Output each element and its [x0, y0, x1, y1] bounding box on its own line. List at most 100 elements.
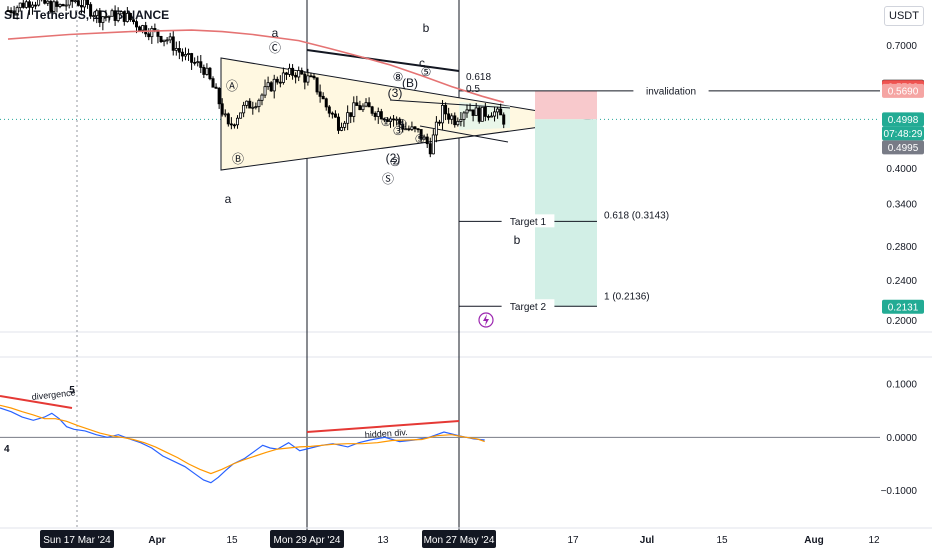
candle-down	[226, 113, 230, 125]
candle-up	[489, 115, 493, 118]
candle-down	[398, 118, 402, 125]
candle-up	[441, 104, 445, 124]
candle-down	[177, 48, 181, 53]
candle-up	[288, 67, 292, 75]
date-tick-label: 15	[716, 535, 728, 546]
candle-down	[373, 112, 377, 117]
candle-down	[180, 51, 184, 57]
candle-up	[64, 4, 68, 7]
currency-button[interactable]: USDT	[884, 6, 924, 26]
candle-down	[89, 4, 93, 17]
candle-up	[343, 122, 347, 128]
candle-up	[364, 102, 368, 107]
candle-down	[214, 86, 218, 89]
candle-up	[493, 111, 497, 117]
candle-up	[239, 112, 243, 119]
price-badge-bg	[882, 112, 924, 127]
candle-up	[431, 134, 435, 155]
fib-line	[306, 49, 460, 72]
candle-down	[9, 10, 13, 13]
candle-down	[471, 109, 475, 116]
signal-line	[0, 404, 485, 475]
macd-tick-label: −0.1000	[881, 486, 918, 497]
candle-up	[58, 4, 62, 7]
wave-label: Ⓢ	[382, 172, 394, 186]
candle-down	[499, 108, 503, 116]
lightning-icon-glyph	[483, 314, 489, 326]
wave-label: c	[419, 56, 425, 70]
candle-down	[229, 123, 233, 126]
date-tick-label: 12	[868, 535, 880, 546]
candle-up	[468, 109, 472, 112]
candle-up	[67, 0, 71, 6]
candle-down	[349, 112, 353, 117]
candle-down	[98, 10, 102, 23]
candle-up	[196, 61, 200, 64]
wave-label: ⑧	[393, 70, 404, 84]
candle-down	[147, 33, 151, 38]
candle-up	[92, 15, 96, 18]
price-badge-bg	[882, 140, 924, 155]
candle-down	[79, 5, 83, 8]
candle-down	[55, 1, 59, 7]
candle-up	[107, 15, 111, 18]
price-badge-text: 0.2131	[888, 302, 919, 313]
candle-down	[333, 113, 337, 118]
candle-up	[462, 112, 466, 120]
candle-down	[483, 106, 487, 117]
candle-up	[456, 121, 460, 126]
wave-label: (3)	[388, 86, 403, 100]
candle-up	[376, 111, 380, 117]
fib-label: 1 (0.2136)	[604, 291, 650, 302]
candle-down	[367, 102, 371, 108]
candle-down	[220, 103, 224, 115]
wave-label: b	[423, 21, 430, 35]
wave-label: ②	[390, 155, 401, 169]
candle-down	[113, 10, 117, 21]
candle-up	[242, 104, 246, 114]
wave-label: ⑤	[421, 65, 432, 79]
candle-up	[422, 136, 426, 140]
wave-label: ④	[397, 117, 408, 131]
candle-down	[135, 21, 139, 28]
price-badge: 07:48:29	[882, 126, 924, 141]
candle-up	[260, 94, 264, 101]
wave-label: ⑤	[415, 132, 426, 146]
candle-down	[315, 77, 319, 93]
candle-up	[150, 28, 154, 38]
price-badge-text: 0.4998	[888, 115, 919, 126]
date-badge-bg	[270, 530, 344, 548]
candle-up	[450, 115, 454, 120]
wave-4-label: 4	[4, 444, 10, 455]
candle-up	[73, 0, 77, 3]
candle-down	[76, 0, 80, 6]
fib-label: 0.5	[466, 84, 480, 95]
candle-up	[352, 102, 356, 117]
candle-down	[144, 25, 148, 35]
candle-up	[266, 82, 270, 88]
candle-up	[434, 121, 438, 136]
candle-down	[6, 10, 10, 12]
candle-down	[199, 61, 203, 68]
candle-down	[294, 74, 298, 78]
candle-down	[269, 82, 273, 92]
date-badge-bg	[422, 530, 496, 548]
candle-up	[46, 0, 50, 4]
candle-down	[419, 129, 423, 140]
candle-down	[303, 73, 307, 83]
date-tick-label: 13	[377, 535, 389, 546]
candle-up	[474, 107, 478, 116]
candle-up	[395, 118, 399, 121]
price-tick-label: 0.4000	[886, 164, 917, 175]
candle-up	[37, 0, 41, 6]
candles	[6, 0, 506, 158]
candle-up	[306, 75, 310, 83]
candle-down	[138, 26, 142, 31]
candle-up	[251, 106, 255, 109]
candle-up	[361, 105, 365, 111]
candle-down	[217, 87, 221, 105]
wave-5-label: 5	[69, 385, 75, 396]
fib-label: 0.618	[466, 72, 491, 83]
candle-up	[254, 106, 258, 109]
